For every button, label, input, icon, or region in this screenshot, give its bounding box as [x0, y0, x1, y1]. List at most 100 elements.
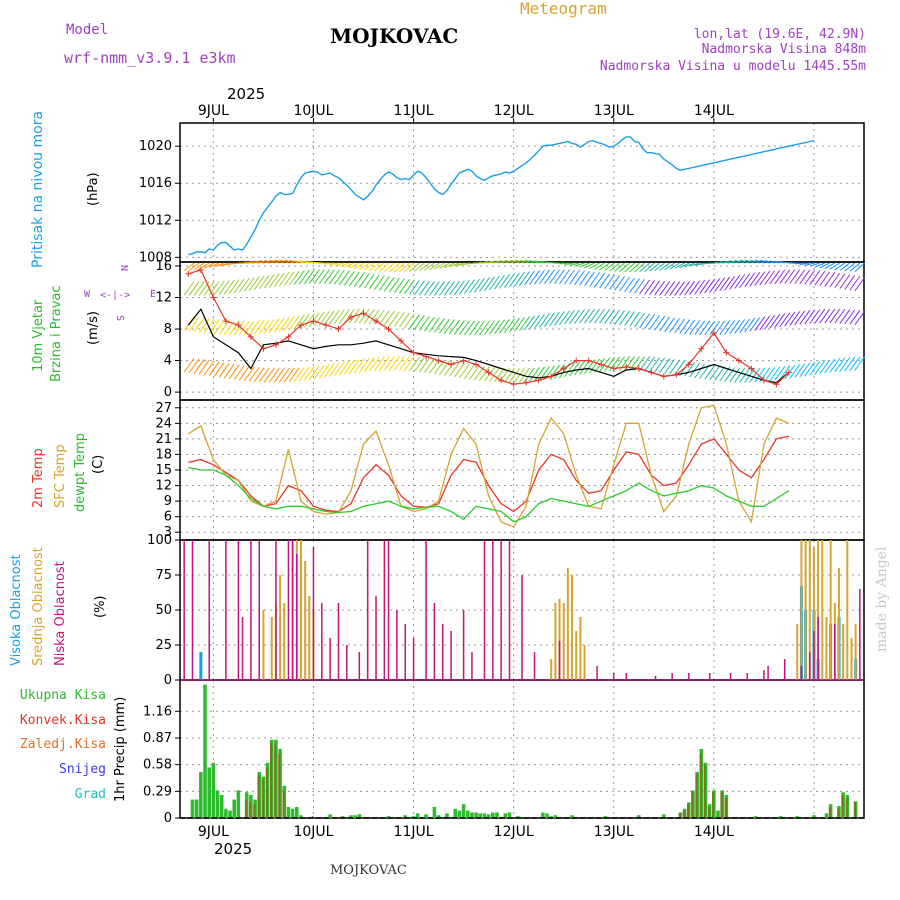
wind-barb — [614, 310, 625, 325]
y-tick-label: 27 — [155, 401, 172, 416]
wind-gust-marker — [485, 369, 492, 376]
wind-barb — [644, 314, 656, 329]
y-tick-label: 0.58 — [143, 758, 172, 773]
wind-barb — [679, 319, 691, 334]
wind-barb — [714, 277, 726, 292]
wind-barb — [348, 359, 360, 374]
wind-barb — [789, 311, 801, 326]
wind-barb — [519, 367, 530, 383]
wind-barb — [544, 312, 555, 327]
total-precip-bar — [507, 812, 512, 818]
wind-gust-marker — [673, 371, 680, 378]
total-precip-bar — [386, 816, 391, 818]
total-precip-bar — [190, 799, 195, 818]
wind-barb — [399, 262, 410, 273]
total-precip-bar — [353, 815, 357, 818]
conv-precip-bar — [687, 804, 690, 818]
wind-barb — [599, 262, 610, 271]
wind-barb — [213, 280, 225, 296]
conv-precip-bar — [278, 753, 281, 818]
wind-barb — [639, 279, 651, 295]
wind-barb — [393, 312, 405, 327]
wind-barb — [669, 281, 681, 296]
wind-barb — [469, 320, 480, 336]
wind-gust-marker — [423, 353, 430, 360]
conv-precip-bar — [282, 790, 285, 818]
wind-barb — [328, 362, 340, 377]
wind-gust-marker — [760, 377, 767, 384]
wind-barb — [313, 311, 325, 327]
wind-gust-marker — [735, 357, 742, 364]
pressure-title: Pritisak na nivou mora — [30, 111, 46, 268]
wind-barb — [674, 281, 686, 296]
total-precip-bar — [637, 815, 641, 818]
wind-barb — [469, 278, 480, 294]
wind-barb — [844, 275, 856, 290]
total-precip-bar — [411, 816, 416, 818]
wind-barb — [644, 356, 656, 372]
wind-barb — [259, 260, 270, 264]
wind-barb — [604, 262, 615, 271]
wind-barb — [854, 310, 866, 326]
wind-barb — [529, 270, 540, 285]
wind-gust-marker — [748, 365, 755, 372]
conv-precip-bar — [257, 776, 260, 818]
wind-barb — [844, 309, 856, 325]
wind-barb — [724, 275, 736, 291]
wind-barb — [358, 357, 370, 373]
wind-barb — [784, 311, 796, 327]
total-precip-bar — [199, 772, 203, 818]
wind-barb — [729, 367, 741, 383]
wind-barb — [193, 281, 205, 296]
wind-barb — [423, 316, 435, 332]
y-tick-label: 15 — [155, 463, 172, 478]
total-precip-bar — [470, 812, 474, 818]
model-name: wrf-nmm_v3.9.1 e3km — [64, 49, 236, 67]
wind-barb — [363, 273, 375, 289]
high-cloud-title: Visoka Oblacnost — [9, 554, 24, 666]
wind-barb — [409, 262, 420, 272]
wind-barb — [413, 315, 425, 330]
wind-gust-marker — [185, 270, 192, 277]
wind-barb — [484, 366, 495, 382]
coords-label: lon,lat (19.6E, 42.9N) — [694, 27, 866, 42]
wind-barb — [599, 357, 610, 373]
conv-precip-bar — [695, 773, 698, 818]
wind-barb — [504, 273, 515, 288]
sfc-temp-line — [187, 404, 790, 528]
wind-barb — [834, 262, 846, 271]
wind-barb — [303, 366, 315, 381]
wind-barb — [769, 260, 780, 264]
conv-precip-bar — [699, 753, 702, 818]
wind-barb — [294, 260, 305, 264]
legend-conv-precip: Konvek.Kisa — [20, 713, 106, 728]
wind-gust-marker — [560, 365, 567, 372]
wind-barb — [684, 319, 696, 335]
wind-barb — [188, 281, 200, 296]
y-tick-label: 0.29 — [143, 784, 172, 799]
wind-barb — [634, 278, 646, 294]
wind-barb — [519, 271, 530, 286]
wind-barb — [238, 365, 250, 381]
wind-barb — [454, 362, 465, 378]
wind-barb — [754, 316, 766, 332]
wind-barb — [639, 262, 650, 273]
wind-barb — [729, 319, 741, 335]
day-label-bottom: 14JUL — [694, 824, 734, 840]
wind-barb — [844, 356, 856, 372]
wind-barb — [799, 309, 811, 325]
wind-barb — [253, 367, 265, 382]
wind-gust-marker — [360, 310, 367, 317]
wind-barb — [604, 357, 615, 372]
wind-barb — [604, 274, 615, 290]
wind-barb — [404, 262, 415, 273]
wind-barb — [734, 274, 746, 289]
wind-barb — [829, 262, 841, 270]
wind-barb — [238, 277, 250, 293]
compass-n: N — [118, 265, 129, 271]
total-precip-bar — [415, 813, 420, 818]
wind-barb — [819, 262, 831, 269]
y-tick-label: 8 — [164, 322, 172, 337]
wind-barb — [754, 367, 766, 383]
conv-precip-bar — [311, 816, 314, 818]
